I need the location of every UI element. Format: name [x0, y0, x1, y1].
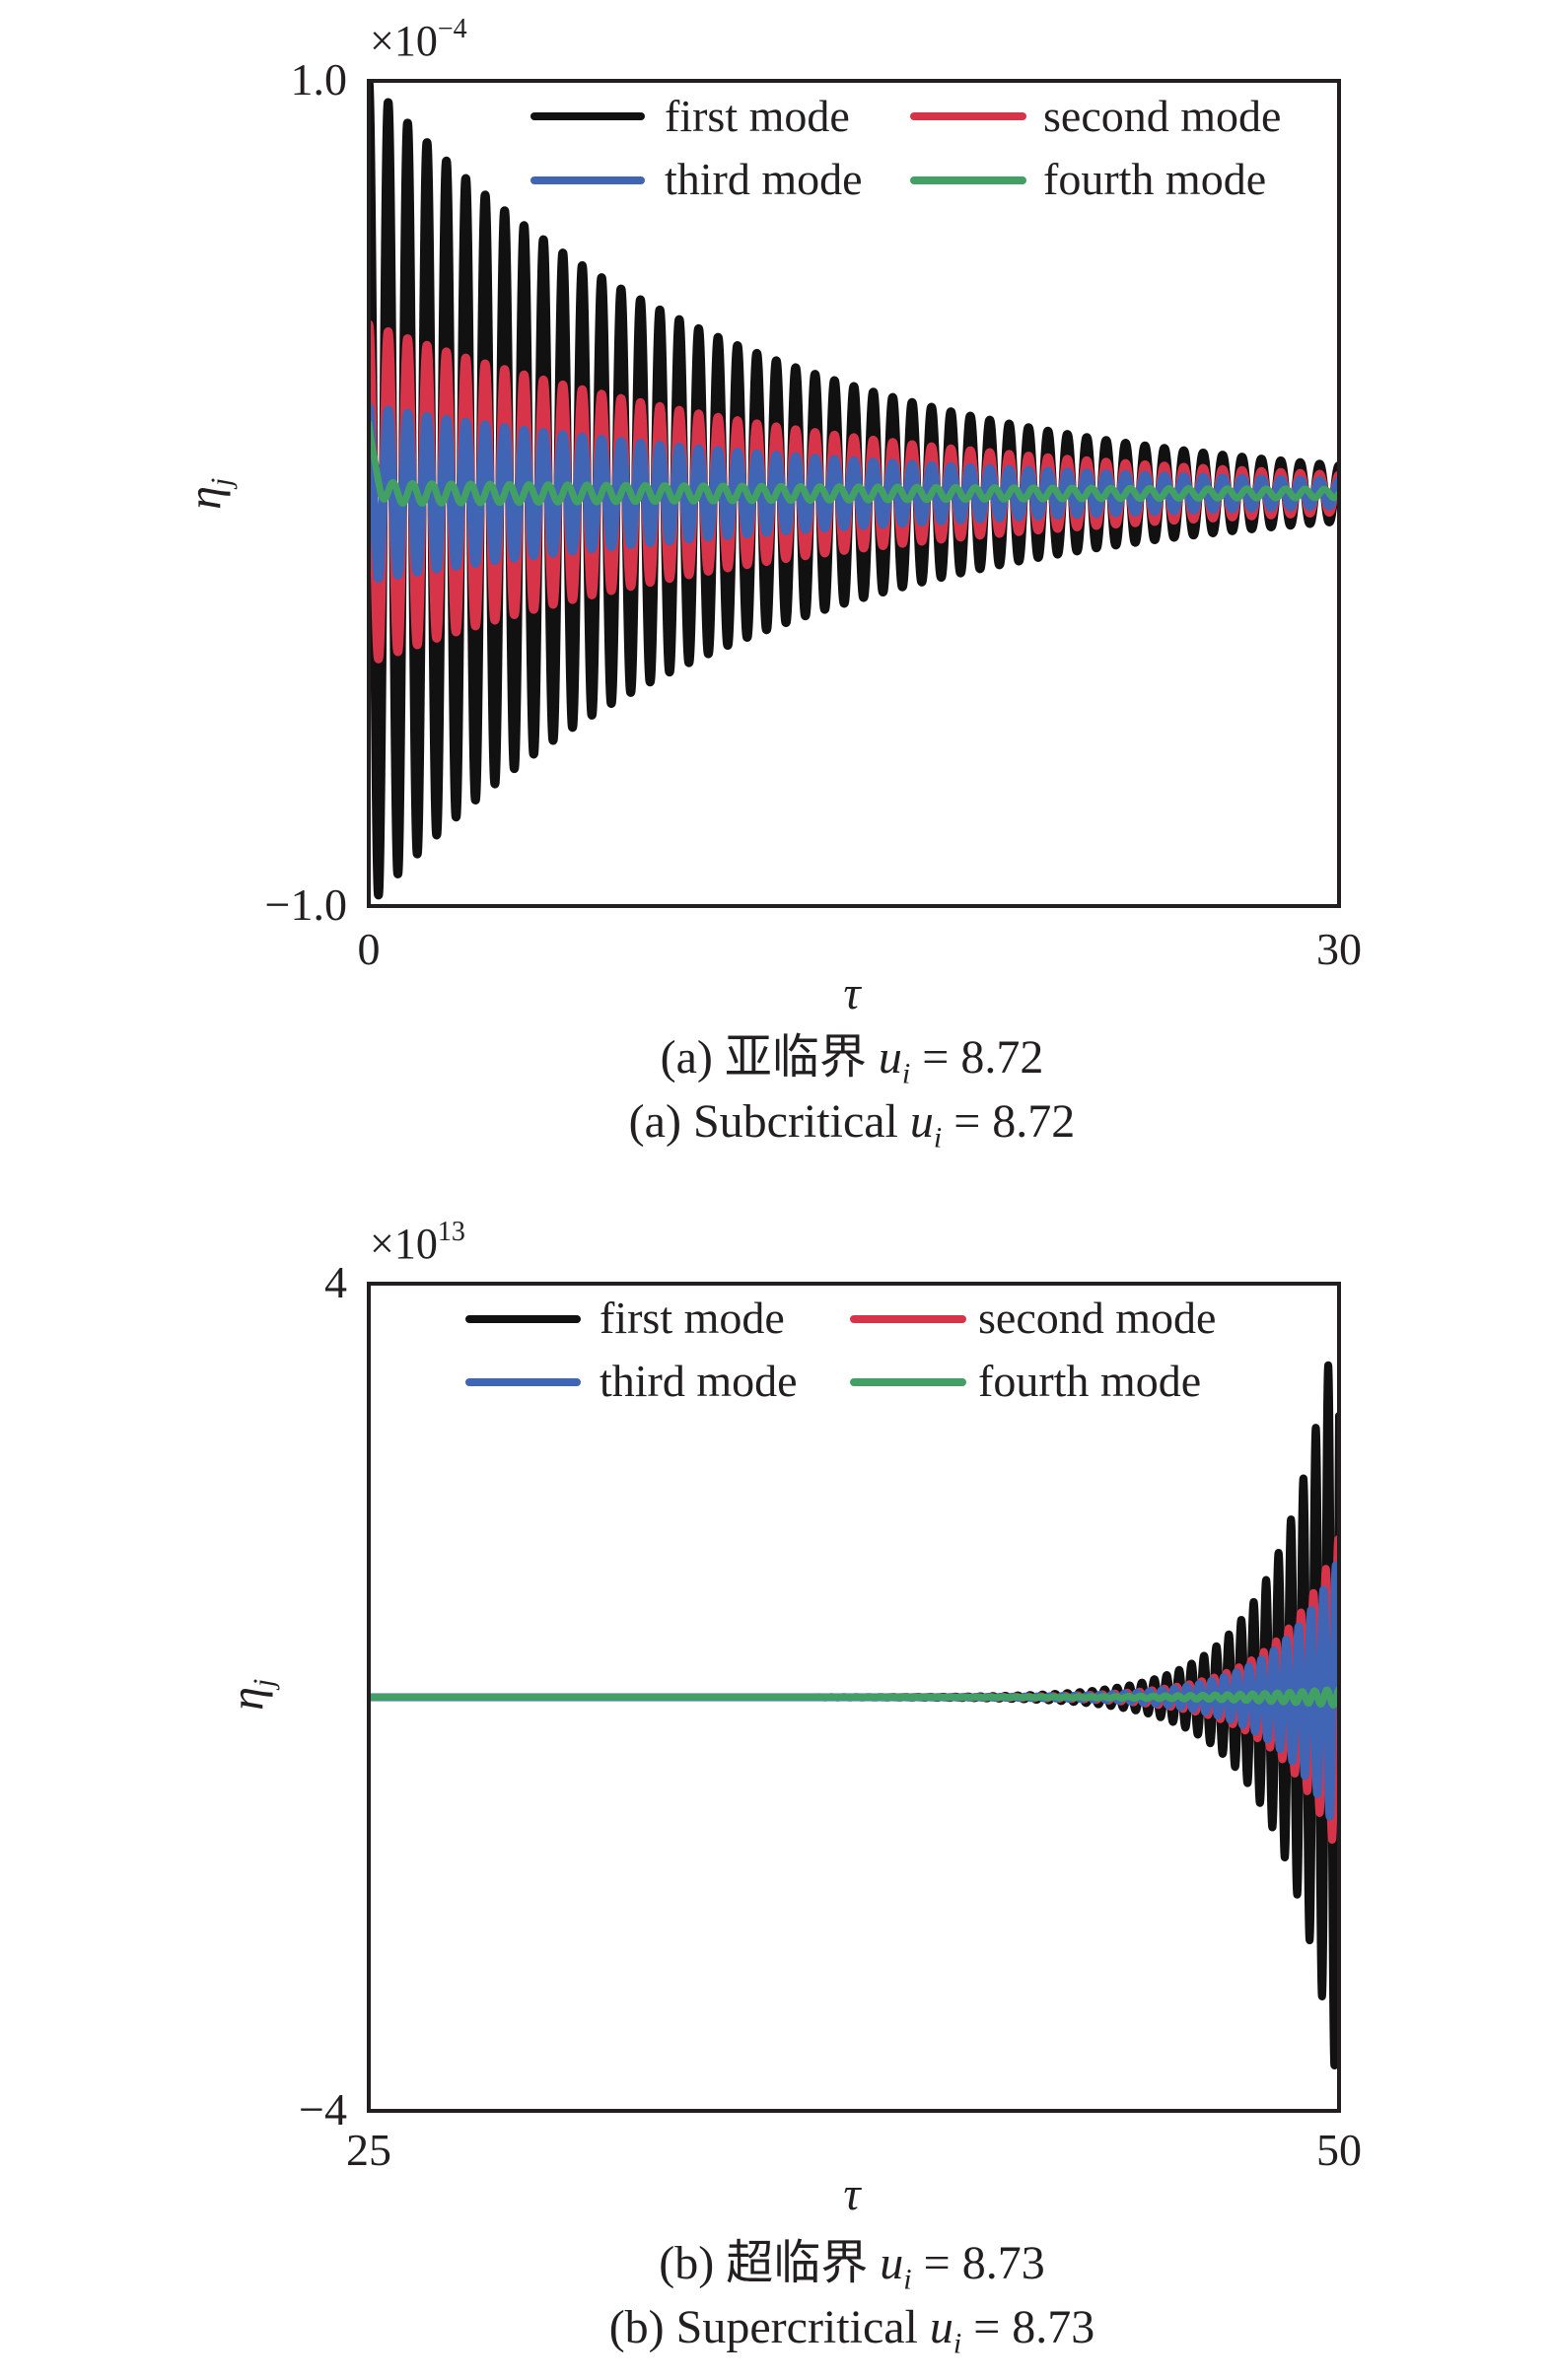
legend-label-first-mode: first mode	[600, 1293, 785, 1343]
legend-line-third-mode	[530, 176, 645, 184]
caption-en-a: (a) Subcritical ui = 8.72	[0, 1094, 1553, 1166]
caption-cn-b: (b) 超临界 ui = 8.73	[0, 2236, 1553, 2308]
x-tick-start-b: 25	[346, 2125, 391, 2175]
caption-variable: u	[909, 1095, 934, 1148]
legend-line-second-mode	[850, 1315, 966, 1323]
caption-variable-subscript: i	[953, 2327, 962, 2360]
caption-prefix: (b) 超临界	[659, 2237, 881, 2289]
caption-variable: u	[880, 2237, 904, 2289]
y-multiplier-base: ×10	[370, 1220, 438, 1268]
legend-label-second-mode: second mode	[978, 1293, 1217, 1343]
mode-curve	[369, 419, 1339, 508]
y-multiplier-base: ×10	[370, 17, 438, 65]
y-tick-min-b: −4	[299, 2084, 347, 2135]
axes-frame-b	[367, 1282, 1341, 2113]
x-tick-end-b: 50	[1316, 2125, 1362, 2175]
caption-en-b: (b) Supercritical ui = 8.73	[0, 2300, 1553, 2372]
y-label-subscript: j	[247, 1678, 280, 1688]
legend-line-fourth-mode	[850, 1378, 966, 1386]
caption-value: = 8.72	[942, 1095, 1076, 1148]
y-multiplier-exponent: 13	[437, 1217, 465, 1247]
legend-line-third-mode	[465, 1378, 581, 1386]
legend-line-second-mode	[910, 112, 1026, 120]
y-axis-label-b: ηj	[220, 1679, 281, 1711]
legend-line-first-mode	[530, 112, 645, 120]
caption-value: = 8.72	[910, 1031, 1044, 1084]
y-tick-max-a: 1.0	[290, 54, 348, 105]
caption-variable: u	[929, 2301, 953, 2353]
legend-label-first-mode: first mode	[665, 91, 850, 141]
caption-variable-subscript: i	[903, 2263, 912, 2296]
plot-area-a	[369, 81, 1339, 900]
caption-variable-subscript: i	[901, 1057, 911, 1090]
caption-value: = 8.73	[961, 2301, 1095, 2353]
y-label-subscript: j	[204, 477, 238, 487]
caption-prefix: (a) Subcritical	[628, 1095, 910, 1148]
legend-label-third-mode: third mode	[600, 1356, 798, 1406]
y-multiplier-exponent: −4	[437, 14, 467, 44]
y-label-symbol: η	[178, 486, 232, 510]
caption-variable-subscript: i	[933, 1121, 943, 1155]
legend-line-fourth-mode	[910, 176, 1026, 184]
caption-cn-a: (a) 亚临界 ui = 8.72	[0, 1030, 1553, 1102]
caption-prefix: (b) Supercritical	[608, 2301, 930, 2353]
x-axis-label-b: τ	[843, 2168, 861, 2220]
x-tick-end-a: 30	[1316, 924, 1362, 974]
y-multiplier-b: ×1013	[370, 1217, 465, 1272]
y-label-symbol: η	[221, 1687, 274, 1711]
mode-curve	[369, 402, 1339, 584]
plot-area-b	[369, 1361, 1339, 2069]
x-axis-label-a: τ	[843, 967, 861, 1019]
y-tick-min-a: −1.0	[264, 879, 347, 930]
legend-label-third-mode: third mode	[665, 154, 863, 204]
legend-label-fourth-mode: fourth mode	[1043, 154, 1267, 204]
x-tick-start-a: 0	[357, 924, 381, 974]
y-axis-label-a: ηj	[177, 478, 239, 510]
legend-line-first-mode	[465, 1315, 581, 1323]
y-multiplier-a: ×10−4	[370, 14, 467, 69]
axes-frame-a	[367, 79, 1341, 908]
y-tick-max-b: 4	[324, 1257, 347, 1307]
legend-label-fourth-mode: fourth mode	[978, 1356, 1202, 1406]
caption-prefix: (a) 亚临界	[660, 1031, 879, 1084]
caption-value: = 8.73	[911, 2237, 1045, 2289]
legend-label-second-mode: second mode	[1043, 91, 1282, 141]
caption-variable: u	[878, 1031, 902, 1084]
mode-curve	[369, 1685, 1339, 1709]
